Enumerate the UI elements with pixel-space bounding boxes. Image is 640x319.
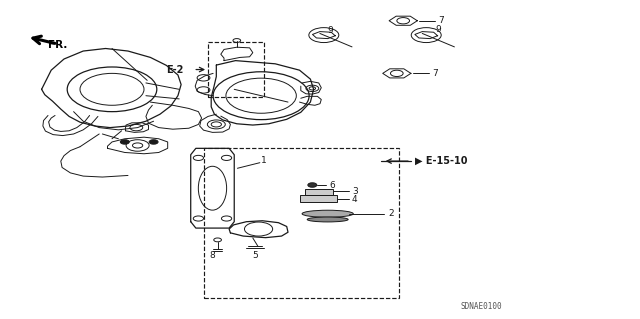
Text: E-2: E-2 — [166, 64, 184, 75]
Text: 7: 7 — [432, 69, 438, 78]
FancyBboxPatch shape — [305, 189, 333, 195]
Text: 7: 7 — [438, 16, 444, 25]
Text: FR.: FR. — [48, 40, 67, 50]
FancyBboxPatch shape — [300, 195, 337, 202]
Text: 1: 1 — [262, 156, 267, 165]
Text: 5: 5 — [252, 251, 257, 260]
Text: 3: 3 — [352, 187, 358, 196]
Ellipse shape — [307, 217, 348, 222]
Text: 6: 6 — [330, 181, 335, 189]
Text: 4: 4 — [352, 195, 358, 204]
Text: 9: 9 — [328, 26, 333, 35]
Circle shape — [149, 140, 158, 144]
Text: 8: 8 — [210, 251, 215, 260]
Text: 9: 9 — [435, 25, 441, 34]
Circle shape — [308, 183, 317, 187]
Text: SDNAE0100: SDNAE0100 — [461, 302, 502, 311]
Circle shape — [120, 140, 129, 144]
Text: 2: 2 — [388, 209, 394, 218]
Text: ▶ E-15-10: ▶ E-15-10 — [415, 156, 467, 166]
Ellipse shape — [302, 210, 353, 217]
